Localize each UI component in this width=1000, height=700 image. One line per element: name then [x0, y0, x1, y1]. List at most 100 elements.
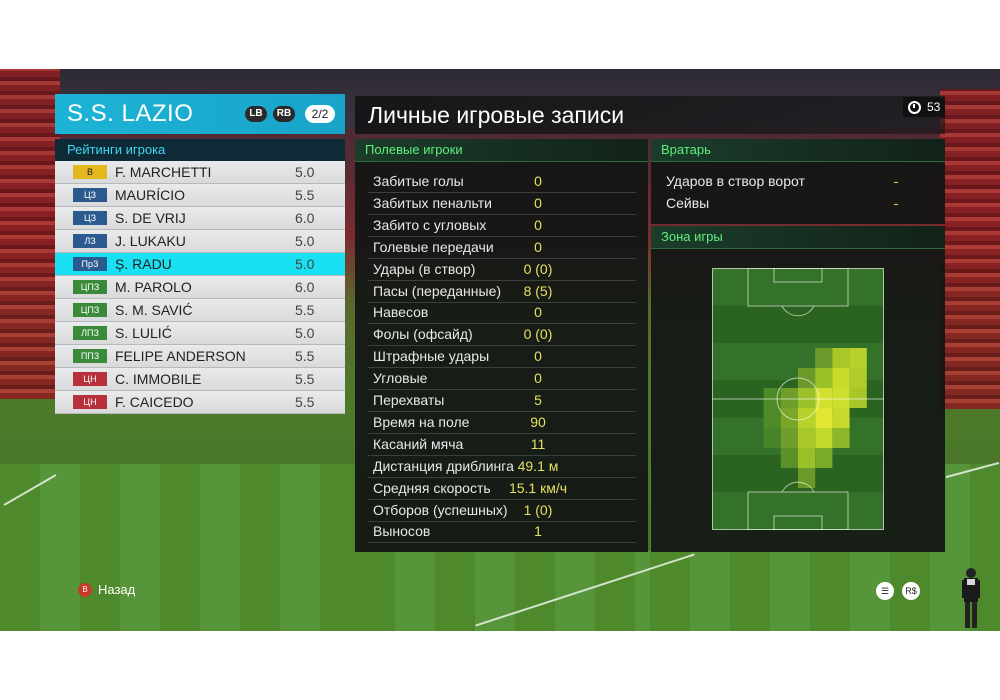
field-players-header: Полевые игроки	[355, 139, 648, 162]
player-row[interactable]: ЦПЗ S. M. SAVIĆ 5.5	[55, 299, 345, 322]
stat-value: 90	[530, 413, 546, 430]
player-name: S. LULIĆ	[115, 325, 172, 341]
stat-row: Голевые передачи 0	[368, 237, 636, 259]
field-players-title: Полевые игроки	[365, 142, 463, 157]
heatmap-cell	[832, 368, 850, 388]
player-name: FELIPE ANDERSON	[115, 348, 246, 364]
player-row[interactable]: ПрЗ Ș. RADU 5.0	[55, 253, 345, 276]
heatmap-cell	[815, 428, 833, 448]
stat-label: Штрафные удары	[373, 348, 490, 365]
timer-badge: 53	[903, 97, 945, 117]
player-row[interactable]: ЛЗ J. LUKAKU 5.0	[55, 230, 345, 253]
heatmap-cell	[815, 368, 833, 388]
game-screen: S.S. LAZIO LB RB 2/2 Рейтинги игрока В F.…	[0, 69, 1000, 631]
stat-label: Выносов	[373, 523, 431, 540]
rb-button-icon[interactable]: RB	[273, 106, 295, 122]
stat-label: Забито с угловых	[373, 216, 487, 233]
ratings-title: Рейтинги игрока	[67, 142, 166, 157]
player-rating: 6.0	[295, 279, 315, 295]
stat-label: Время на поле	[373, 413, 470, 430]
stat-row: Забитые голы 0	[368, 171, 636, 193]
player-row[interactable]: ЛПЗ S. LULIĆ 5.0	[55, 322, 345, 345]
player-rating: 6.0	[295, 210, 315, 226]
stat-label: Отборов (успешных)	[373, 501, 508, 518]
ratings-header: Рейтинги игрока	[55, 139, 345, 161]
heatmap-cell	[832, 348, 850, 368]
stat-value: 11	[530, 435, 546, 452]
position-badge: ЛПЗ	[73, 326, 107, 340]
stat-label: Удары (в створ)	[373, 260, 476, 277]
player-row[interactable]: ЦЗ S. DE VRIJ 6.0	[55, 207, 345, 230]
back-label: Назад	[98, 582, 136, 597]
stat-row: Штрафные удары 0	[368, 346, 636, 369]
stat-label: Фолы (офсайд)	[373, 326, 473, 343]
stat-value: 1	[534, 523, 542, 540]
player-row[interactable]: ЦН F. CAICEDO 5.5	[55, 391, 345, 414]
player-row[interactable]: ЦПЗ M. PAROLO 6.0	[55, 276, 345, 299]
player-rating: 5.5	[295, 302, 315, 318]
player-row[interactable]: ЦН C. IMMOBILE 5.5	[55, 368, 345, 391]
gk-stat-row: Сейвы -	[661, 193, 931, 214]
gk-stat-label: Сейвы	[666, 195, 710, 211]
clock-icon	[908, 101, 921, 114]
position-badge: ЦЗ	[73, 188, 107, 202]
stat-value: 1 (0)	[523, 501, 553, 518]
stat-value: 15.1 км/ч	[508, 479, 568, 496]
stat-row: Угловые 0	[368, 368, 636, 391]
heatmap-cell	[798, 428, 816, 448]
stat-value: 0	[534, 348, 542, 365]
stat-row: Средняя скорость 15.1 км/ч	[368, 478, 636, 500]
gk-stat-value: -	[893, 195, 899, 211]
position-badge: ЦПЗ	[73, 280, 107, 294]
player-name: F. CAICEDO	[115, 394, 194, 410]
stat-label: Пасы (переданные)	[373, 282, 502, 299]
stat-value: 5	[534, 392, 542, 408]
heatmap-cell	[815, 448, 833, 468]
player-rating: 5.0	[295, 164, 315, 180]
position-badge: ЦН	[73, 395, 107, 409]
player-row[interactable]: ППЗ FELIPE ANDERSON 5.5	[55, 345, 345, 368]
heatmap-cell	[832, 388, 850, 408]
page-title-bar: Личные игровые записи	[355, 96, 945, 134]
heatmap-cell	[798, 388, 816, 408]
stat-row: Отборов (успешных) 1 (0)	[368, 500, 636, 522]
stat-label: Голевые передачи	[373, 238, 494, 255]
stat-value: 0 (0)	[523, 326, 553, 343]
goalkeeper-header: Вратарь	[651, 139, 945, 162]
position-badge: ППЗ	[73, 349, 107, 363]
stat-row: Фолы (офсайд) 0 (0)	[368, 324, 636, 347]
stat-value: 0 (0)	[523, 260, 553, 277]
player-row[interactable]: В F. MARCHETTI 5.0	[55, 161, 345, 184]
lb-button-icon[interactable]: LB	[245, 106, 267, 122]
chat-icon[interactable]: ☰	[876, 582, 894, 600]
currency-icon[interactable]: R$	[902, 582, 920, 600]
stat-row: Навесов 0	[368, 302, 636, 325]
stat-value: 8 (5)	[523, 282, 553, 299]
player-name: Ș. RADU	[115, 256, 172, 272]
field-players-panel: Полевые игроки Забитые голы 0 Забитых пена…	[355, 139, 648, 552]
stat-value: 0	[534, 216, 542, 233]
position-badge: ЦПЗ	[73, 303, 107, 317]
player-row[interactable]: ЦЗ MAURÍCIO 5.5	[55, 184, 345, 207]
zone-header: Зона игры	[651, 226, 945, 249]
player-rating: 5.5	[295, 187, 315, 203]
player-rating: 5.0	[295, 325, 315, 341]
gk-stat-row: Ударов в створ ворот -	[661, 171, 931, 192]
stat-row: Время на поле 90	[368, 412, 636, 434]
heatmap-cell	[798, 468, 816, 488]
timer-value: 53	[927, 100, 941, 114]
stat-row: Выносов 1	[368, 521, 636, 544]
stat-value: 0	[534, 173, 542, 189]
club-name: S.S. LAZIO	[67, 100, 194, 127]
heatmap-svg	[712, 267, 884, 531]
stat-row: Касаний мяча 11	[368, 434, 636, 456]
heatmap-cell	[849, 368, 867, 388]
manager-figure	[958, 566, 984, 630]
player-name: MAURÍCIO	[115, 187, 185, 203]
stat-value: 0	[534, 238, 542, 255]
position-badge: В	[73, 165, 107, 179]
gk-stat-label: Ударов в створ ворот	[666, 173, 805, 189]
heatmap-cell	[780, 388, 798, 408]
stat-label: Забитых пенальти	[373, 194, 492, 211]
player-rating: 5.5	[295, 348, 315, 364]
